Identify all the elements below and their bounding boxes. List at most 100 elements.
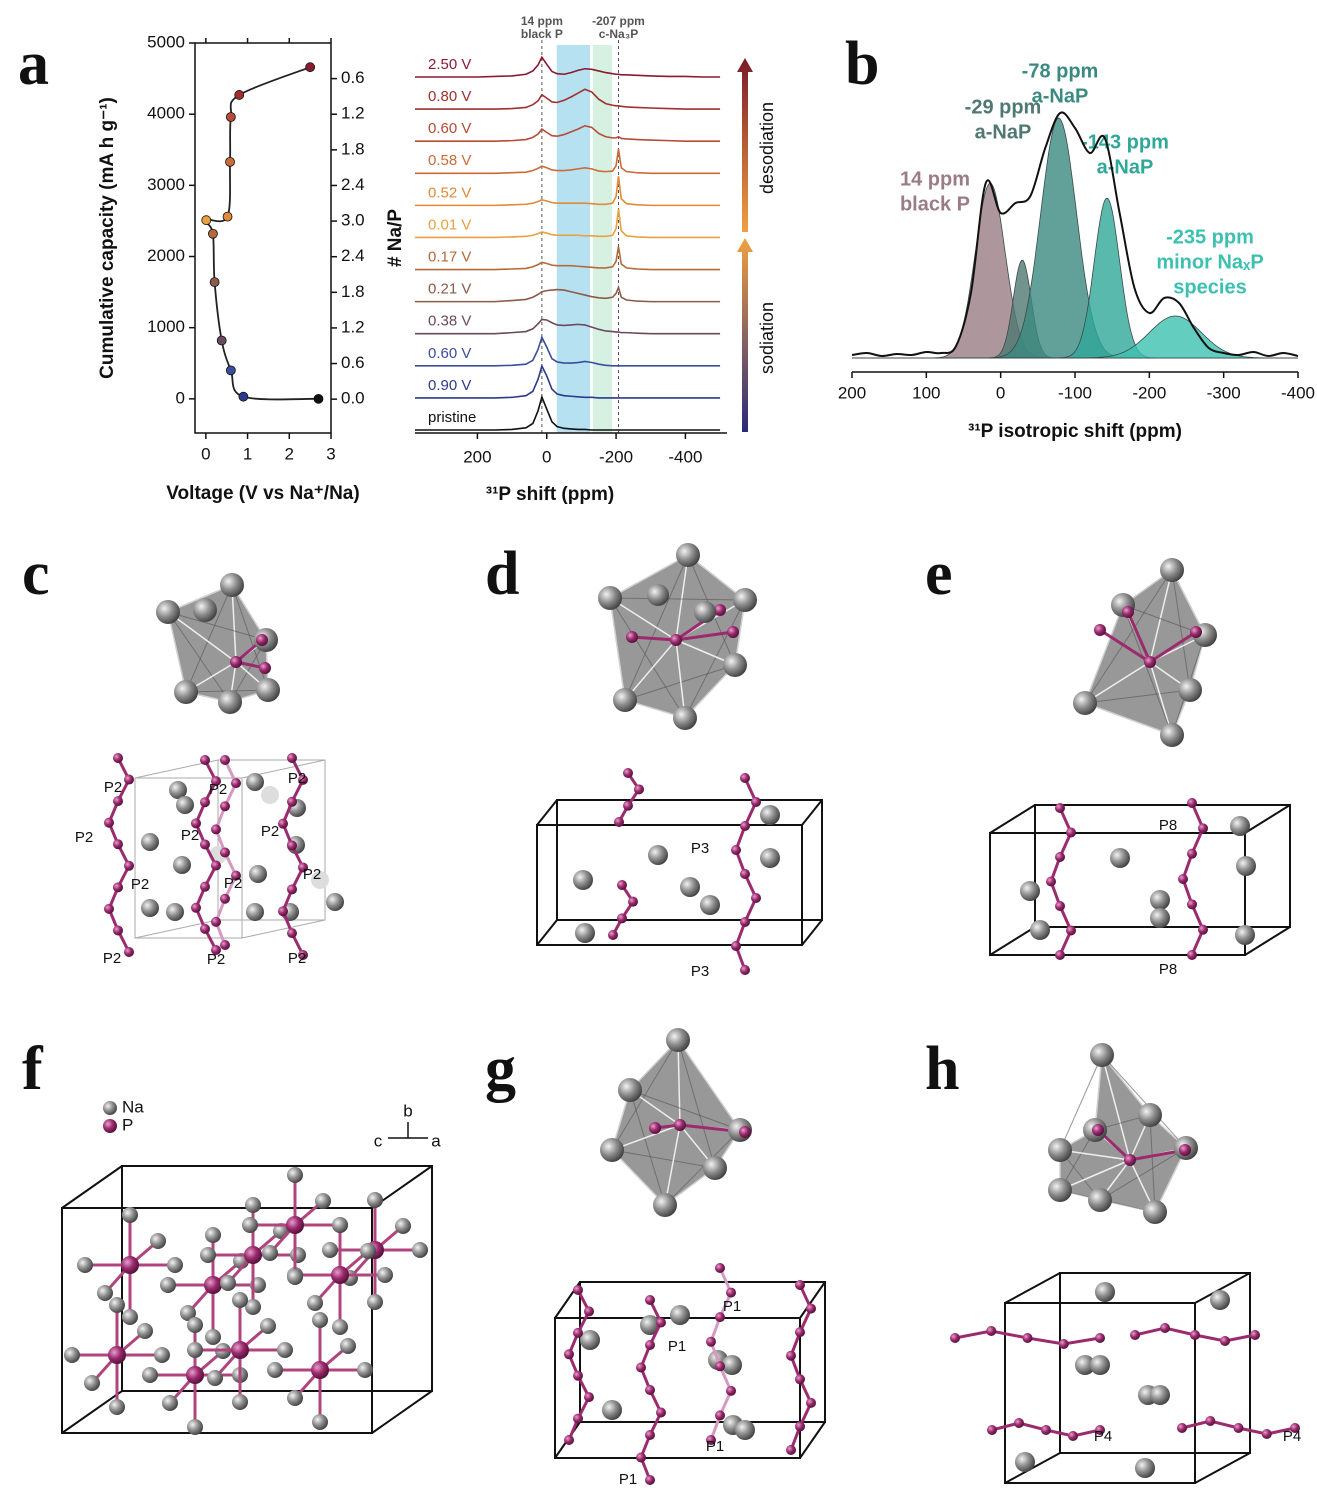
na-atom [162, 1395, 178, 1411]
na-atom [1178, 678, 1202, 702]
legend-label: Na [122, 1097, 144, 1116]
p-atom [186, 1366, 204, 1384]
atom-label: P2 [131, 876, 149, 893]
na-atom [598, 586, 622, 610]
unit-cell [61, 1207, 373, 1434]
p-atom [617, 913, 627, 924]
unit-cell-edge [799, 1281, 826, 1319]
x-tick-label: 2 [285, 444, 294, 463]
na-atom [137, 1323, 153, 1339]
p-atom [649, 1122, 661, 1134]
panel-label: e [925, 540, 953, 608]
p-atom [287, 884, 297, 895]
na-atom [156, 600, 180, 624]
legend-label: P [122, 1115, 133, 1134]
p-chain [617, 772, 641, 823]
p-atom [806, 1303, 816, 1314]
p-atom [1160, 1323, 1170, 1333]
p-atom [113, 796, 123, 807]
p-atom [715, 1361, 725, 1372]
p-atom [645, 1340, 655, 1350]
polyhedron-edge [1099, 1147, 1187, 1201]
unit-cell [134, 777, 243, 939]
na-atom [173, 856, 191, 874]
p-atom [1205, 1416, 1216, 1426]
na-atom [64, 1347, 80, 1363]
p-atom [795, 1327, 805, 1338]
data-point [238, 391, 249, 402]
p-atom [715, 1312, 725, 1323]
p-atom [636, 1362, 646, 1373]
capacity-line [204, 66, 319, 401]
p-atom [1066, 827, 1076, 838]
p-atom [1198, 924, 1208, 935]
panel-label: h [925, 1035, 959, 1103]
atom-label: P1 [706, 1438, 724, 1455]
p-atom [1290, 1423, 1300, 1433]
p-atom [573, 1413, 583, 1424]
p-atom [298, 862, 308, 873]
na-atom [176, 796, 194, 814]
p-atom [1187, 950, 1197, 960]
p-atom [617, 880, 627, 890]
component-label: species [1173, 276, 1246, 298]
series-label: 2.50 V [428, 56, 471, 73]
x-tick-label: 1 [243, 444, 252, 463]
na-atom [312, 1312, 328, 1328]
polyhedron-edge [1059, 1054, 1103, 1151]
na-atom [141, 833, 159, 851]
na-atom [220, 573, 244, 597]
na-atom [1138, 1103, 1162, 1127]
atom-label: P1 [723, 1298, 741, 1315]
p-atom [1179, 1144, 1191, 1156]
component-label: -29 ppm [965, 96, 1042, 118]
unit-cell [1059, 1272, 1251, 1454]
spectrum [415, 246, 721, 271]
p-atom [614, 817, 624, 827]
polyhedron-edge [1084, 661, 1151, 704]
na-atom [290, 1247, 306, 1263]
p-atom [311, 1361, 329, 1379]
p-atom [656, 1407, 666, 1418]
data-point [225, 156, 235, 167]
p-atom [256, 634, 268, 646]
polyhedron-edge [167, 611, 267, 641]
unit-cell [536, 824, 803, 946]
series-label: 0.80 V [428, 88, 471, 105]
na-atom [332, 1217, 348, 1233]
polyhedron-edge [167, 611, 237, 663]
na-atom [722, 1355, 742, 1375]
process-arrow [737, 238, 753, 432]
na-atom [218, 690, 242, 714]
atom-label: P2 [261, 823, 279, 840]
na-atom [167, 1257, 183, 1273]
na-atom [245, 1299, 261, 1315]
polyhedron-edge [609, 597, 677, 641]
p-atom [231, 870, 241, 881]
spectrum [415, 148, 721, 175]
na-atom [1150, 1385, 1170, 1405]
unit-cell-edge [371, 1390, 433, 1434]
y2-tick-label: 1.8 [341, 139, 365, 158]
p-atom [113, 839, 123, 850]
polyhedron-edge [185, 584, 233, 693]
na-atom [246, 773, 264, 791]
na-atom [760, 805, 780, 825]
polyhedron-edge [1149, 661, 1173, 736]
p-atom [220, 847, 230, 858]
p-atom [104, 817, 114, 828]
na-atom [326, 893, 344, 911]
p-atom [1046, 876, 1056, 887]
polyhedron-edge [167, 611, 231, 703]
data-point [201, 215, 212, 226]
atom-label: P2 [181, 827, 199, 844]
na-atom [1090, 1043, 1114, 1067]
p-atom [204, 1276, 222, 1294]
p-atom [1178, 874, 1188, 884]
peak-annotation: -207 ppm [592, 14, 645, 28]
series-label: 0.52 V [428, 184, 471, 201]
axis-letter: b [403, 1101, 412, 1120]
p-atom [259, 662, 271, 674]
na-atom [287, 1167, 303, 1183]
p-atom [191, 902, 201, 913]
